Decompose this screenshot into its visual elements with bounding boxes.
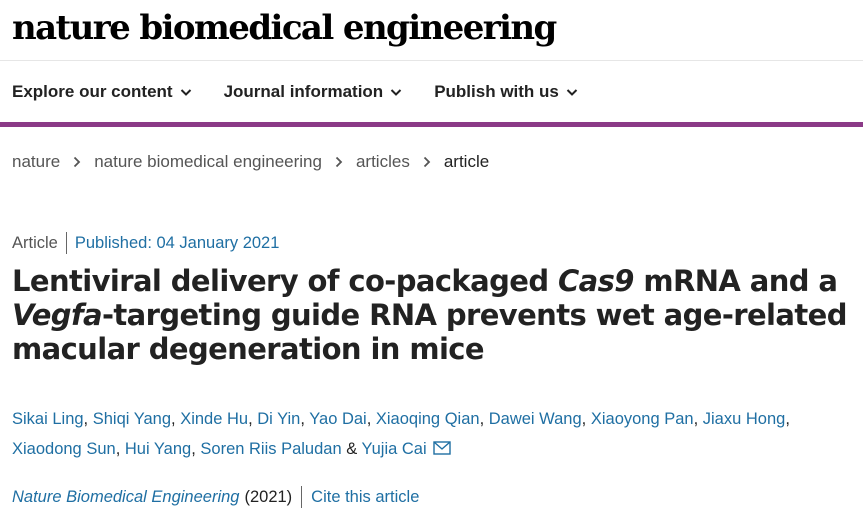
masthead: nature biomedical engineering [12,6,557,50]
author-name[interactable]: Xinde Hu [180,410,249,428]
header-divider [0,60,863,61]
breadcrumb-current: article [443,152,490,171]
chevron-down-icon [390,89,402,96]
author-name[interactable]: Yao Dai [309,410,367,428]
author-separator: , [248,410,258,428]
title-gene-vegfa: Vegfa [12,298,103,332]
nav-item-label: Explore our content [12,82,173,101]
chevron-right-icon [74,156,81,168]
author-name[interactable]: Soren Riis Paludan [200,440,342,458]
author-name[interactable]: Xiaoyong Pan [590,410,694,428]
article-meta: Article Published: 04 January 2021 [12,231,279,255]
author-separator: , [693,410,703,428]
author-separator: , [581,410,591,428]
author-separator: , [83,410,93,428]
chevron-right-icon [335,156,343,168]
author-name[interactable]: Shiqi Yang [92,410,172,428]
meta-divider [65,232,67,254]
author-separator: , [785,410,790,428]
breadcrumb-articles[interactable]: articles [355,152,410,171]
nav-item-label: Publish with us [434,82,559,101]
author-separator: , [300,410,310,428]
nav-journal-information[interactable]: Journal information [224,82,404,102]
author-name[interactable]: Jiaxu Hong [702,410,786,428]
cite-this-article-link[interactable]: Cite this article [311,487,420,506]
nav-item-label: Journal information [223,82,384,101]
author-name[interactable]: Xiaodong Sun [12,440,116,458]
title-gene-cas9: Cas9 [557,264,635,298]
author-separator: , [366,410,376,428]
accent-bar [0,122,863,127]
citation-divider [301,486,303,508]
author-separator: , [171,410,181,428]
author-name[interactable]: Di Yin [257,410,301,428]
publication-date: Published: 04 January 2021 [74,233,280,252]
citation-line: Nature Biomedical Engineering (2021) Cit… [12,485,419,509]
chevron-right-icon [423,156,431,168]
author-name[interactable]: Sikai Ling [12,410,84,428]
author-name[interactable]: Yujia Cai [361,440,427,458]
author-list: Sikai Ling, Shiqi Yang, Xinde Hu, Di Yin… [12,404,857,464]
author-name[interactable]: Hui Yang [124,440,192,458]
journal-logo[interactable]: nature biomedical engineering [12,8,557,48]
breadcrumb-nature[interactable]: nature [12,152,61,171]
author-name[interactable]: Dawei Wang [488,410,582,428]
breadcrumb-journal[interactable]: nature biomedical engineering [94,152,322,171]
author-name[interactable]: Xiaoqing Qian [375,410,480,428]
article-type: Article [12,233,58,252]
article-title: Lentiviral delivery of co-packaged Cas9 … [12,264,863,366]
title-part: -targeting guide RNA prevents wet age-re… [12,298,847,366]
author-separator: , [115,440,125,458]
publication-year: (2021) [244,487,293,506]
chevron-down-icon [180,89,191,96]
journal-link[interactable]: Nature Biomedical Engineering [12,487,240,506]
nav-explore-content[interactable]: Explore our content [12,82,193,102]
author-ampersand: & [341,440,362,458]
title-part: mRNA and a [633,264,838,298]
chevron-down-icon [566,89,578,96]
breadcrumb: nature nature biomedical engineering art… [12,150,489,174]
title-part: Lentiviral delivery of co-packaged [12,264,558,298]
main-nav: Explore our content Journal information … [12,76,610,108]
mail-icon[interactable] [432,441,451,455]
nav-publish-with-us[interactable]: Publish with us [434,82,579,102]
author-separator: , [191,440,201,458]
author-separator: , [479,410,489,428]
